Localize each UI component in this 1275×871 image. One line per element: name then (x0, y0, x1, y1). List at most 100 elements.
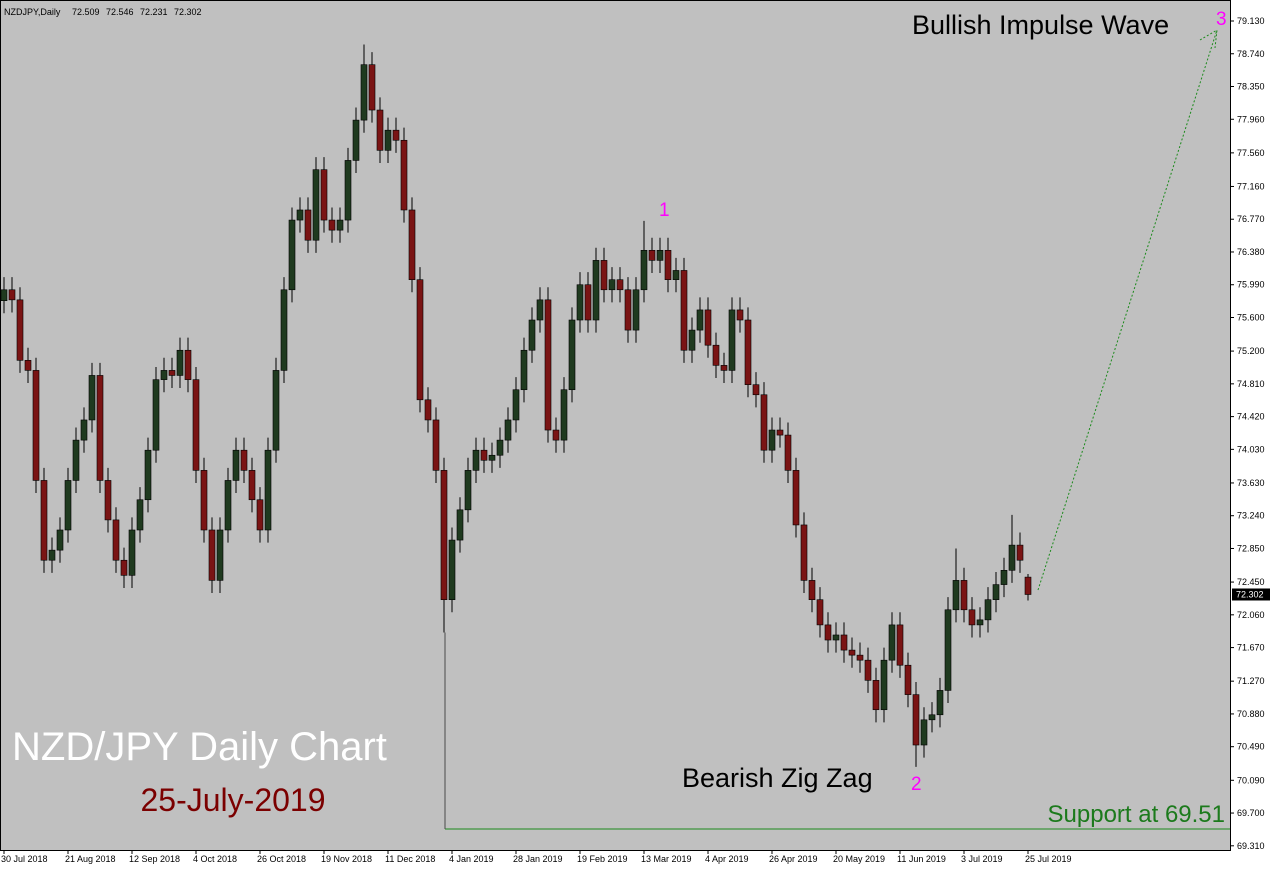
support-label: Support at 69.51 (1048, 801, 1225, 828)
candle-body (80, 419, 88, 441)
candle-body (168, 370, 176, 376)
candle-body (496, 439, 504, 456)
candle-body (16, 299, 24, 361)
y-tick-label: 71.670 (1237, 643, 1265, 653)
header-high: 72.546 (106, 7, 134, 17)
candle-body (760, 394, 768, 451)
candle-body (488, 454, 496, 461)
candle-body (896, 624, 904, 666)
candle-body (96, 375, 104, 481)
candle-body (344, 160, 352, 221)
candle-body (272, 370, 280, 451)
candle-body (640, 249, 648, 291)
candle-body (992, 584, 1000, 601)
candle-body (112, 519, 120, 561)
candle-body (840, 634, 848, 651)
y-tick-label: 73.630 (1237, 478, 1265, 488)
candle-body (864, 659, 872, 681)
marks (0, 44, 1032, 767)
candle-body (712, 344, 720, 366)
candle-body (224, 480, 232, 531)
x-tick-label: 11 Jun 2019 (897, 854, 946, 864)
header-open: 72.509 (72, 7, 100, 17)
candle-body (376, 109, 384, 151)
candle-body (264, 449, 272, 531)
y-tick-label: 77.160 (1237, 181, 1265, 191)
candle-body (312, 169, 320, 241)
y-tick-label: 78.740 (1237, 49, 1265, 59)
candle-body (160, 370, 168, 380)
y-tick-label: 74.810 (1237, 379, 1265, 389)
candle-body (536, 299, 544, 321)
candle-body (1000, 570, 1008, 585)
candle-body (368, 64, 376, 111)
y-tick-label: 74.030 (1237, 444, 1265, 454)
candle-body (0, 289, 8, 301)
candle-body (784, 434, 792, 471)
x-tick-label: 12 Sep 2018 (129, 854, 180, 864)
candle-body (240, 449, 248, 471)
candle-body (416, 279, 424, 401)
candle-body (776, 429, 784, 436)
x-tick-label: 20 May 2019 (833, 854, 885, 864)
candle-body (744, 319, 752, 385)
candle-body (296, 209, 304, 221)
candle-body (104, 480, 112, 521)
candle-body (520, 349, 528, 391)
candle-body (976, 619, 984, 626)
candle-body (152, 379, 160, 451)
x-tick-label: 3 Jul 2019 (961, 854, 1003, 864)
candle-body (728, 309, 736, 371)
candle-body (232, 449, 240, 481)
y-tick-label: 75.600 (1237, 312, 1265, 322)
candle-body (960, 580, 968, 611)
candle-body (72, 439, 80, 481)
candle-body (696, 309, 704, 331)
candle-body (128, 529, 136, 576)
candle-body (256, 499, 264, 531)
y-tick-label: 74.420 (1237, 412, 1265, 422)
candle-body (552, 429, 560, 441)
candle-body (752, 384, 760, 396)
y-tick-label: 72.060 (1237, 610, 1265, 620)
candle-body (880, 659, 888, 711)
candle-body (48, 549, 56, 561)
projection-arrow (1037, 29, 1218, 591)
candle-body (816, 599, 824, 626)
candle-body (624, 289, 632, 331)
price-marker-label: 72.302 (1236, 589, 1264, 599)
y-tick-label: 70.490 (1237, 742, 1265, 752)
candle-body (32, 370, 40, 481)
candle-body (736, 309, 744, 321)
chart-subtitle: 25-July-2019 (141, 782, 326, 818)
y-tick-label: 76.770 (1237, 214, 1265, 224)
candle-body (432, 419, 440, 471)
candle-body (304, 209, 312, 241)
candle-body (40, 480, 48, 561)
candle-body (792, 470, 800, 526)
y-tick-label: 75.990 (1237, 280, 1265, 290)
candle-body (664, 249, 672, 280)
candle-body (904, 664, 912, 695)
wave-label: 1 (659, 200, 670, 221)
candle-body (672, 270, 680, 280)
x-tick-label: 4 Apr 2019 (705, 854, 749, 864)
y-tick-label: 77.960 (1237, 114, 1265, 124)
candle-body (616, 279, 624, 291)
candle-body (408, 209, 416, 280)
candle-body (720, 365, 728, 371)
y-tick-label: 76.380 (1237, 247, 1265, 257)
y-tick-label: 77.560 (1237, 148, 1265, 158)
candle-body (280, 289, 288, 371)
annotation: Bearish Zig Zag (682, 763, 873, 793)
candle-body (600, 260, 608, 291)
candle-body (200, 470, 208, 531)
y-tick-label: 70.880 (1237, 709, 1265, 719)
candle-body (608, 279, 616, 291)
candle-body (24, 360, 32, 371)
candle-body (648, 249, 656, 261)
candle-body (136, 499, 144, 531)
candle-body (8, 289, 16, 301)
symbol: NZDJPY,Daily (4, 7, 61, 17)
candle-body (288, 219, 296, 291)
